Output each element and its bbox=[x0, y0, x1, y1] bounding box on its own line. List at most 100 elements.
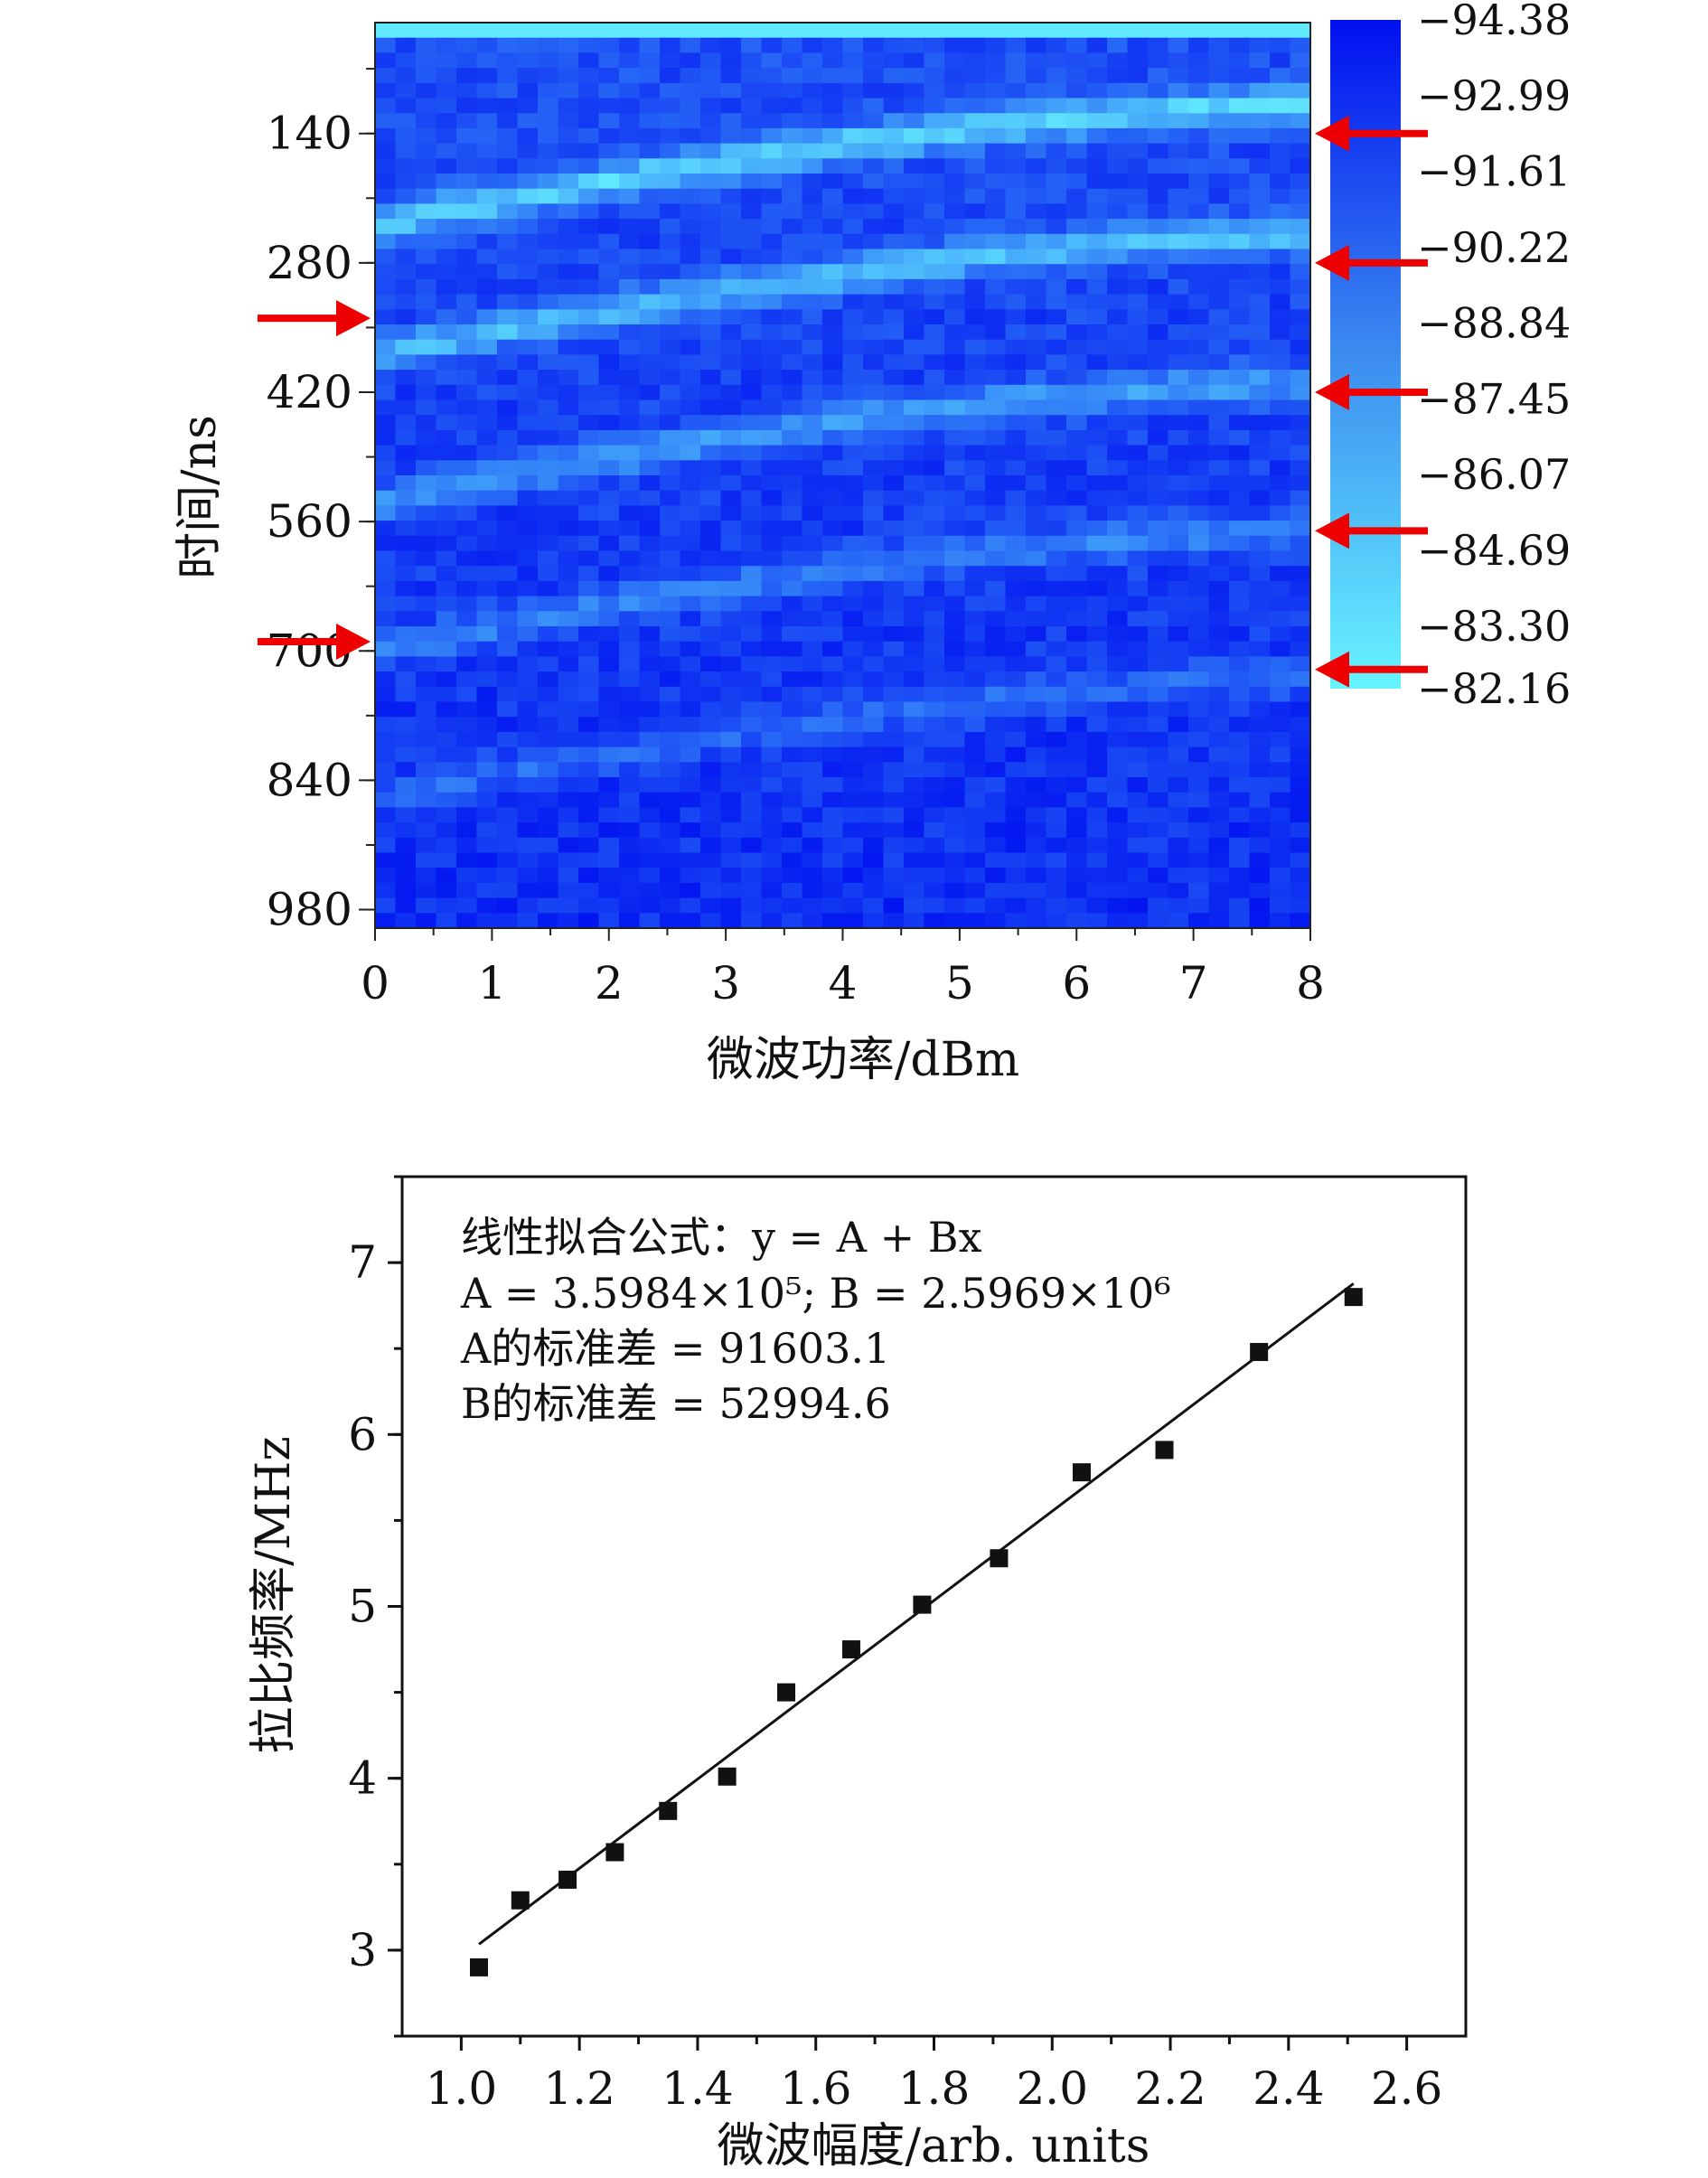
heatmap-cell bbox=[1249, 807, 1271, 823]
heatmap-cell bbox=[964, 717, 986, 733]
heatmap-cell bbox=[558, 445, 579, 461]
heatmap-cell bbox=[924, 233, 945, 250]
heatmap-cell bbox=[842, 203, 864, 220]
heatmap-cell bbox=[1168, 445, 1189, 461]
heatmap-cell bbox=[598, 127, 620, 145]
heatmap-cell bbox=[436, 521, 457, 537]
heatmap-cell bbox=[416, 837, 437, 854]
heatmap-cell bbox=[1066, 399, 1088, 416]
heatmap-cell bbox=[985, 82, 1007, 99]
heatmap-cell bbox=[944, 68, 966, 84]
heatmap-cell bbox=[1086, 174, 1108, 190]
heatmap-cell bbox=[1066, 837, 1088, 854]
heatmap-cell bbox=[741, 505, 763, 521]
heatmap-cell bbox=[660, 113, 681, 129]
heatmap-cell bbox=[1249, 309, 1271, 325]
heatmap-cell bbox=[1046, 415, 1067, 431]
heatmap-cell bbox=[1208, 505, 1230, 521]
heatmap-cell bbox=[700, 370, 722, 386]
heatmap-cell bbox=[395, 882, 417, 899]
heatmap-cell bbox=[1086, 580, 1108, 597]
heatmap-cell bbox=[863, 596, 885, 612]
heatmap-cell bbox=[538, 354, 559, 371]
heatmap-cell bbox=[863, 671, 885, 688]
heatmap-cell bbox=[639, 611, 661, 627]
heatmap-cell bbox=[842, 641, 864, 657]
heatmap-cell bbox=[924, 475, 945, 492]
heatmap-cell bbox=[1249, 278, 1271, 296]
heatmap-cell bbox=[1229, 339, 1251, 355]
heatmap-cell bbox=[639, 717, 661, 733]
heatmap-cell bbox=[1168, 23, 1189, 39]
heatmap-cell bbox=[1127, 852, 1149, 868]
heatmap-cell bbox=[904, 309, 925, 325]
heatmap-cell bbox=[1208, 626, 1230, 643]
heatmap-cell bbox=[1208, 641, 1230, 657]
heatmap-cell bbox=[1066, 219, 1088, 235]
heatmap-cell bbox=[578, 370, 600, 386]
heatmap-cell bbox=[578, 792, 600, 808]
heatmap-cell bbox=[964, 158, 986, 174]
heatmap-cell bbox=[700, 399, 722, 416]
heatmap-cell bbox=[1086, 566, 1108, 582]
heatmap-cell bbox=[680, 127, 701, 145]
heatmap-cell bbox=[375, 98, 397, 114]
heatmap-cell bbox=[1290, 521, 1311, 537]
heatmap-cell bbox=[700, 23, 722, 39]
heatmap-cell bbox=[456, 913, 478, 929]
heatmap-cell bbox=[517, 550, 539, 567]
heatmap-cell bbox=[375, 475, 397, 492]
heatmap-cell bbox=[1107, 746, 1129, 763]
heatmap-cell bbox=[456, 792, 478, 808]
heatmap-cell bbox=[395, 807, 417, 823]
heatmap-cell bbox=[456, 354, 478, 371]
heatmap-cell bbox=[639, 219, 661, 235]
heatmap-cell bbox=[1107, 897, 1129, 914]
heatmap-cell bbox=[1107, 82, 1129, 99]
heatmap-cell bbox=[395, 384, 417, 401]
heatmap-cell bbox=[822, 762, 844, 778]
heatmap-cell bbox=[741, 746, 763, 763]
heatmap-cell bbox=[1229, 807, 1251, 823]
scatter-y-tick-label: 3 bbox=[348, 1924, 377, 1976]
heatmap-cell bbox=[720, 249, 742, 265]
heatmap-cell bbox=[700, 203, 722, 220]
heatmap-cell bbox=[436, 731, 457, 748]
heatmap-cell bbox=[1066, 384, 1088, 401]
heatmap-cell bbox=[1005, 792, 1027, 808]
heatmap-cell bbox=[842, 339, 864, 355]
heatmap-cell bbox=[680, 882, 701, 899]
heatmap-cell bbox=[741, 913, 763, 929]
heatmap-cell bbox=[578, 641, 600, 657]
heatmap-cell bbox=[1249, 897, 1271, 914]
heatmap-cell bbox=[1270, 792, 1291, 808]
heatmap-cell bbox=[1208, 897, 1230, 914]
heatmap-cell bbox=[964, 460, 986, 476]
heatmap-cell bbox=[680, 490, 701, 506]
heatmap-cell bbox=[436, 399, 457, 416]
heatmap-cell bbox=[964, 505, 986, 521]
heatmap-cell bbox=[680, 370, 701, 386]
heatmap-cell bbox=[842, 611, 864, 627]
heatmap-cell bbox=[1229, 822, 1251, 839]
colorbar-tick-label: −88.84 bbox=[1417, 298, 1571, 347]
heatmap-cell bbox=[497, 143, 519, 159]
heatmap-cell bbox=[904, 339, 925, 355]
heatmap-cell bbox=[497, 37, 519, 53]
heatmap-cell bbox=[1290, 731, 1311, 748]
heatmap-cell bbox=[1026, 822, 1047, 839]
heatmap-cell bbox=[538, 429, 559, 446]
data-point bbox=[605, 1843, 624, 1862]
heatmap-cell bbox=[964, 807, 986, 823]
heatmap-cell bbox=[660, 264, 681, 280]
heatmap-cell bbox=[395, 535, 417, 552]
heatmap-cell bbox=[1188, 309, 1210, 325]
heatmap-cell bbox=[436, 777, 457, 793]
heatmap-cell bbox=[1229, 309, 1251, 325]
heatmap-cell bbox=[1229, 294, 1251, 310]
heatmap-cell bbox=[863, 550, 885, 567]
heatmap-cell bbox=[842, 399, 864, 416]
heatmap-cell bbox=[883, 23, 905, 39]
heatmap-cell bbox=[863, 278, 885, 296]
heatmap-cell bbox=[1290, 882, 1311, 899]
